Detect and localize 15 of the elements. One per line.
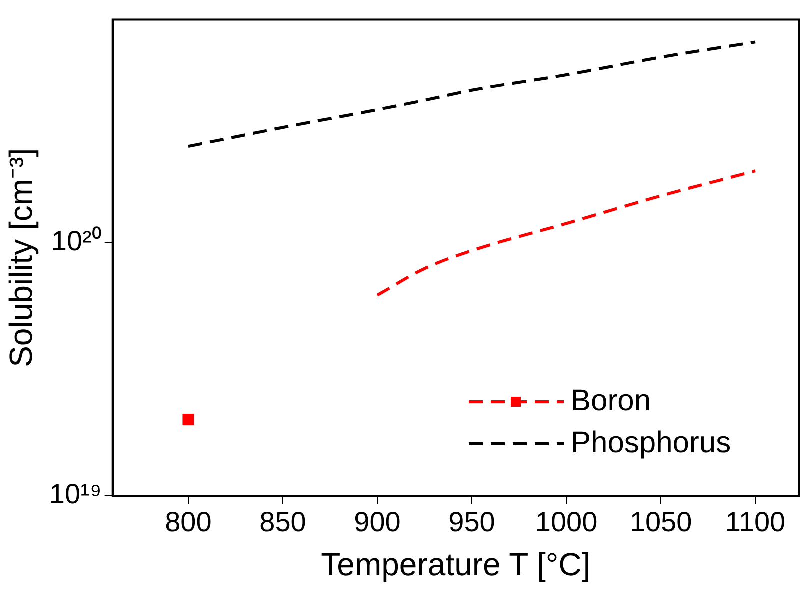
x-tick-label: 1050 bbox=[630, 506, 692, 538]
line-series bbox=[186, 40, 758, 148]
x-tick-label: 800 bbox=[165, 506, 212, 538]
x-axis-title: Temperature T [°C] bbox=[321, 546, 591, 583]
legend-label: Boron bbox=[571, 384, 652, 418]
x-tick-label: 850 bbox=[260, 506, 306, 538]
y-tick-label: 10¹⁹ bbox=[49, 478, 102, 510]
x-tick-label: 900 bbox=[354, 506, 401, 538]
y-axis-title: Solubility [cm⁻³] bbox=[3, 148, 40, 368]
line-series bbox=[376, 170, 758, 297]
y-tick-label: 10²⁰ bbox=[51, 226, 102, 257]
x-tick-label: 1000 bbox=[535, 506, 598, 538]
x-tick-label: 950 bbox=[448, 506, 496, 538]
legend-label: Phosphorus bbox=[571, 426, 732, 460]
x-tick-label: 1100 bbox=[725, 506, 786, 538]
